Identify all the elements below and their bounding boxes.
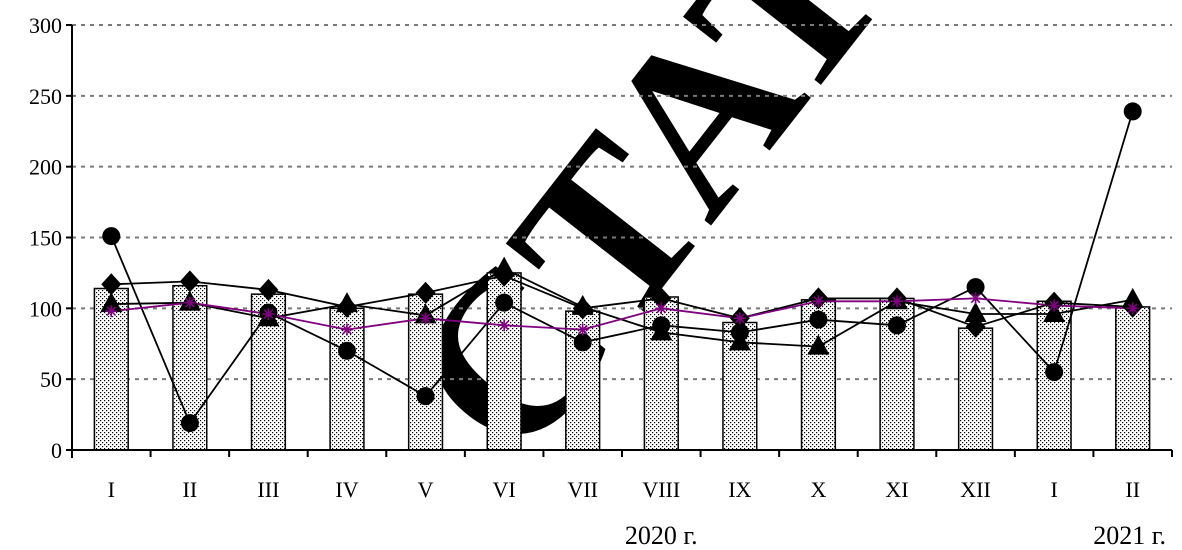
- asterisk-stroke: [106, 306, 117, 317]
- point-diamond: [415, 281, 436, 304]
- point-asterisk: [969, 292, 982, 305]
- x-tick-label: IV: [335, 477, 358, 502]
- x-tick-label: VI: [493, 477, 516, 502]
- point-circle: [888, 316, 906, 335]
- point-circle: [338, 341, 356, 360]
- point-triangle: [336, 292, 358, 313]
- asterisk-stroke: [577, 324, 588, 335]
- point-triangle: [964, 302, 987, 322]
- series-markers: [100, 102, 1144, 433]
- y-tick-label: 300: [29, 13, 62, 38]
- point-asterisk: [105, 305, 118, 318]
- point-circle: [573, 333, 592, 352]
- point-circle: [966, 278, 985, 297]
- y-tick-label: 0: [51, 438, 62, 463]
- point-asterisk: [1126, 302, 1139, 315]
- asterisk-stroke: [420, 313, 431, 324]
- year-label: 2021 г.: [1093, 521, 1166, 550]
- point-asterisk: [576, 323, 589, 336]
- asterisk-stroke: [1127, 303, 1138, 314]
- asterisk-stroke: [892, 296, 902, 307]
- point-triangle: [493, 256, 516, 277]
- x-tick-label: X: [810, 477, 826, 502]
- x-tick-label: VIII: [642, 477, 680, 502]
- point-triangle: [1043, 302, 1066, 322]
- asterisk-stroke: [813, 296, 824, 307]
- asterisk-stroke: [656, 303, 667, 314]
- asterisk-stroke: [1049, 300, 1060, 311]
- x-tick-label: XI: [885, 477, 908, 502]
- point-circle: [180, 414, 199, 433]
- point-triangle: [571, 294, 594, 315]
- point-diamond: [179, 270, 200, 293]
- point-circle: [1045, 363, 1064, 382]
- point-circle: [730, 323, 749, 342]
- asterisk-stroke: [342, 324, 352, 335]
- asterisk-stroke: [499, 320, 510, 331]
- point-triangle: [100, 292, 123, 313]
- y-tick-label: 100: [29, 296, 62, 321]
- bar: [565, 310, 601, 451]
- point-asterisk: [419, 312, 432, 325]
- x-tick-label: II: [1125, 477, 1140, 502]
- x-tick-label: V: [418, 477, 434, 502]
- point-diamond: [651, 287, 672, 310]
- point-asterisk: [183, 296, 196, 309]
- asterisk-stroke: [184, 297, 195, 308]
- point-circle: [416, 387, 435, 406]
- point-circle: [809, 310, 828, 329]
- x-tick-label: VII: [567, 477, 598, 502]
- point-triangle: [1121, 287, 1144, 308]
- bar: [957, 327, 994, 451]
- point-circle: [1123, 102, 1142, 121]
- point-asterisk: [655, 302, 668, 315]
- y-tick-label: 200: [29, 155, 62, 180]
- series-line-diamond: [111, 274, 1133, 328]
- bar: [643, 296, 679, 451]
- x-tick-label: IX: [728, 477, 751, 502]
- x-tick-label: I: [108, 477, 115, 502]
- point-asterisk: [262, 308, 275, 320]
- x-tick-label: I: [1050, 477, 1057, 502]
- point-asterisk: [341, 323, 353, 336]
- x-tick-label: II: [183, 477, 198, 502]
- series-line-circle: [110, 111, 1134, 425]
- point-diamond: [101, 273, 122, 296]
- point-asterisk: [498, 319, 511, 332]
- asterisk-stroke: [263, 309, 274, 319]
- x-tick-label: XII: [960, 477, 991, 502]
- x-tick-label: III: [257, 477, 279, 502]
- point-triangle: [807, 334, 830, 355]
- point-circle: [652, 316, 671, 335]
- axes: [66, 24, 1173, 458]
- asterisk-stroke: [970, 293, 981, 304]
- y-tick-label: 150: [29, 226, 62, 251]
- point-asterisk: [812, 295, 825, 308]
- y-tick-label: 250: [29, 84, 62, 109]
- point-circle: [102, 227, 121, 246]
- point-diamond: [258, 278, 279, 301]
- point-asterisk: [1048, 299, 1061, 312]
- series-lines: [110, 111, 1134, 425]
- year-label: 2020 г.: [625, 521, 698, 550]
- point-circle: [495, 293, 514, 312]
- y-tick-label: 50: [40, 367, 62, 392]
- point-asterisk: [891, 295, 903, 308]
- point-asterisk: [733, 312, 746, 325]
- series-line-asterisk: [111, 297, 1133, 331]
- bar: [1115, 306, 1151, 451]
- asterisk-stroke: [734, 313, 745, 324]
